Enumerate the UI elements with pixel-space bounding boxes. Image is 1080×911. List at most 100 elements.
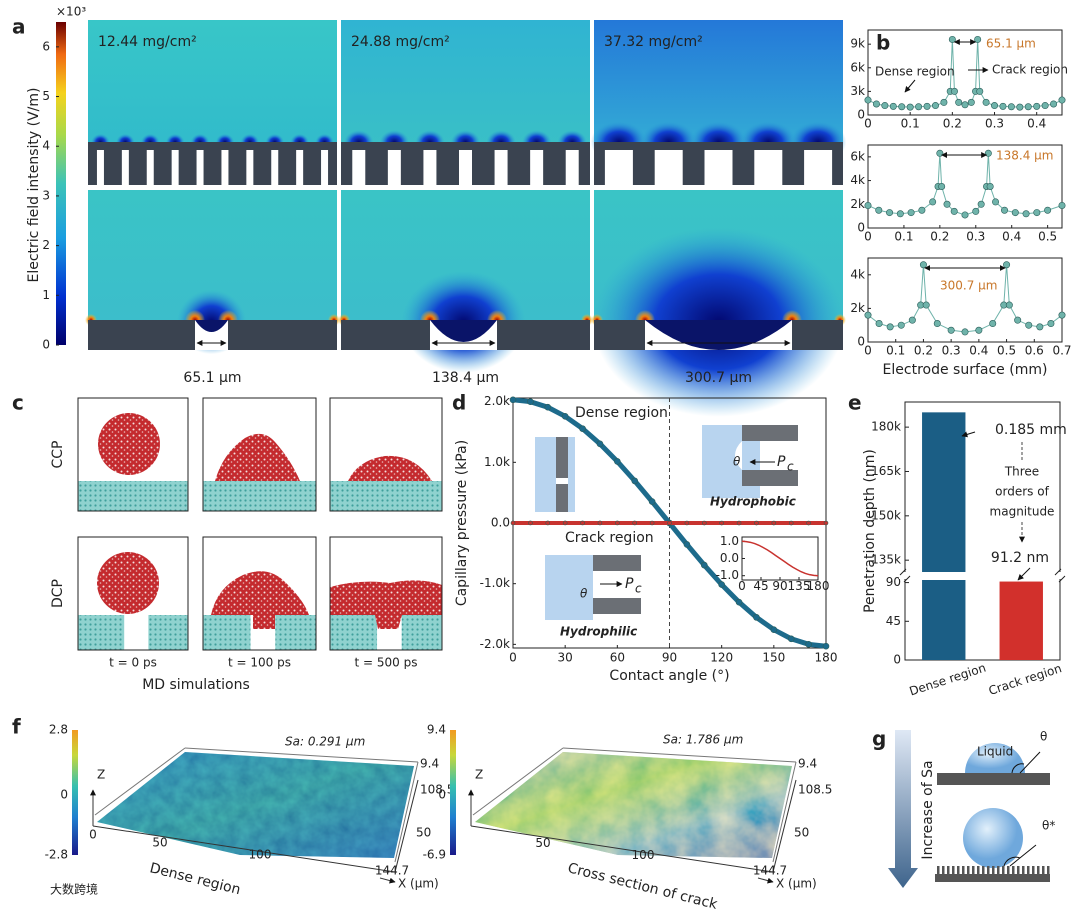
slot [221, 150, 229, 185]
x-tick-label: 60 [610, 650, 625, 664]
field-line [867, 264, 1063, 333]
electrode [88, 142, 337, 185]
pressure-marker [545, 520, 551, 526]
watermark: 大数跨境 [50, 882, 98, 897]
panel-label: g [872, 727, 886, 751]
region-label: Dense region [875, 65, 955, 79]
pressure-marker [580, 520, 585, 526]
panel-label: b [876, 31, 890, 55]
field-marker [1014, 316, 1022, 324]
loading-label: 12.44 mg/cm² [98, 34, 197, 50]
y-tick-label: 3k [850, 84, 865, 98]
axis [92, 825, 396, 873]
field-marker [922, 301, 930, 309]
field-marker [864, 311, 872, 319]
electrode [497, 320, 590, 350]
substrate [330, 481, 442, 511]
axis-label: Increase of Sa [920, 760, 936, 859]
tick-label: 144.7 [375, 863, 409, 877]
field-marker [931, 102, 939, 110]
field-marker [898, 103, 906, 111]
substrate [401, 615, 442, 650]
slot [171, 150, 179, 185]
md-frame-edge [77, 397, 189, 512]
axis-label: X (µm) [398, 877, 439, 891]
field-marker [943, 200, 951, 208]
colorbar-tick-label: 3 [42, 188, 50, 202]
pore-wall [742, 425, 798, 441]
slot [96, 150, 104, 185]
panel-label: a [12, 15, 26, 39]
pressure-subscript: c [787, 460, 794, 474]
field-marker [886, 323, 894, 331]
pressure-marker [614, 458, 621, 465]
bar [999, 581, 1043, 660]
x-tick-label: 0.4 [1002, 230, 1021, 244]
pore-wall [593, 555, 641, 571]
y-tick-label: 150k [871, 508, 901, 522]
pillar [1022, 866, 1025, 874]
pressure-marker [649, 520, 655, 526]
field-marker [999, 102, 1007, 110]
field-marker [908, 316, 916, 324]
break-mark [903, 575, 911, 583]
pressure-marker [528, 520, 533, 526]
field-marker [875, 320, 883, 328]
substrate [935, 874, 1050, 882]
x-tick-label: 0.2 [914, 344, 933, 358]
substrate [78, 481, 188, 511]
axis [772, 779, 797, 873]
gap-label: 138.4 µm [996, 149, 1054, 163]
value-label: 91.2 nm [991, 550, 1049, 566]
field-marker [967, 98, 975, 106]
droplet [211, 571, 309, 629]
colorbar-label: -6.9 [423, 848, 446, 862]
slot [604, 150, 633, 185]
tick-label: 0 [89, 828, 97, 842]
pressure-marker [509, 396, 517, 404]
pressure-marker [754, 520, 759, 526]
md-frame-edge [202, 397, 317, 512]
field-marker [933, 320, 941, 328]
caption: Dense region [148, 860, 242, 898]
md-snapshot [202, 397, 317, 512]
pressure-marker [736, 520, 742, 526]
value-label: 0.185 mm [995, 422, 1067, 438]
loading-label: 24.88 mg/cm² [351, 34, 450, 50]
surface [97, 752, 414, 858]
field-marker [896, 210, 904, 218]
colorbar-tick-label: 5 [42, 89, 50, 103]
y-tick-label: 0 [857, 335, 865, 349]
x-tick-label: 0.5 [997, 344, 1016, 358]
x-tick-label: 0 [864, 230, 872, 244]
axis [757, 877, 774, 884]
y-tick-label: 1.0k [484, 455, 510, 469]
sa-label: Sa: 0.291 µm [285, 735, 365, 749]
schematic-label: Hydrophobic [710, 495, 796, 509]
pillar [967, 866, 970, 874]
field-marker [1041, 102, 1049, 110]
y-tick-label: 0 [893, 653, 901, 667]
pillar [937, 866, 940, 874]
field-marker [889, 102, 897, 110]
md-frame-edge [202, 536, 317, 651]
pressure-marker [561, 413, 569, 420]
field-marker [1024, 103, 1032, 111]
x-tick-label: 0.1 [886, 344, 905, 358]
axis-label: X (µm) [776, 877, 817, 891]
x-tick-label: 0.3 [985, 117, 1004, 131]
pillar [1032, 866, 1035, 874]
panel-label: f [12, 715, 21, 739]
pillar [1012, 866, 1015, 874]
colorbar-title: Electric field intensity (V/m) [26, 88, 42, 283]
sa-label: Sa: 1.786 µm [663, 733, 743, 747]
substrate [148, 615, 188, 650]
pressure-marker [822, 642, 830, 650]
electrode [88, 320, 195, 350]
gap-label: 65.1 µm [986, 37, 1036, 51]
angle-symbol: θ [733, 455, 741, 469]
md-frame-edge [77, 536, 189, 651]
x-tick-label: 45 [753, 579, 768, 593]
colorbar-label: 0 [60, 788, 68, 802]
x-tick-label: 0.3 [966, 230, 985, 244]
